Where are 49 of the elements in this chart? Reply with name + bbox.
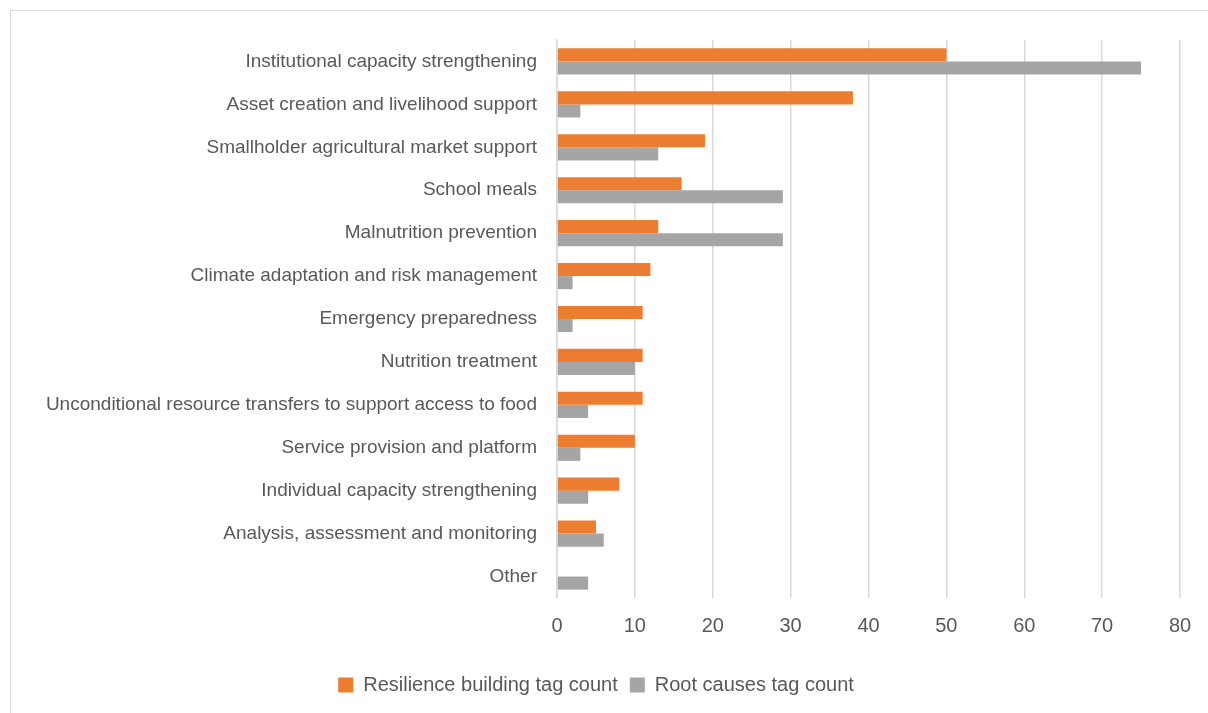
bar — [557, 177, 682, 191]
bar — [557, 276, 573, 290]
y-tick-label: Other — [489, 564, 538, 586]
bar — [557, 233, 783, 247]
y-tick-label: School meals — [422, 178, 537, 200]
bar — [557, 477, 620, 491]
y-tick-label: Institutional capacity strengthening — [245, 49, 537, 71]
bar — [557, 533, 604, 547]
y-tick-label: Smallholder agricultural market support — [206, 135, 538, 157]
x-tick-label: 10 — [623, 613, 646, 636]
x-tick-label: 40 — [857, 613, 880, 636]
bar — [557, 305, 643, 319]
bar — [557, 391, 643, 405]
x-tick-label: 70 — [1091, 613, 1114, 636]
y-tick-label: Climate adaptation and risk management — [190, 264, 538, 286]
x-tick-label: 50 — [935, 613, 958, 636]
bar — [557, 61, 1142, 75]
bar — [557, 134, 705, 148]
bar — [557, 361, 635, 376]
x-tick-label: 20 — [701, 613, 724, 636]
bar — [557, 220, 659, 234]
y-tick-label: Analysis, assessment and monitoring — [223, 521, 537, 543]
x-tick-label: 80 — [1168, 613, 1192, 636]
y-tick-label: Service provision and platform — [281, 436, 537, 457]
y-tick-label: Nutrition treatment — [380, 350, 538, 372]
bar — [557, 319, 573, 333]
x-tick-label: 0 — [551, 613, 563, 636]
bar — [557, 190, 783, 204]
bar — [557, 147, 659, 161]
bar — [557, 262, 651, 277]
bar — [557, 447, 581, 461]
bar — [557, 48, 947, 62]
bar — [557, 104, 581, 118]
legend-label: Root causes tag count — [654, 672, 855, 695]
x-tick-label: 30 — [779, 613, 802, 636]
bar — [557, 91, 853, 105]
y-tick-label: Asset creation and livelihood support — [226, 92, 538, 114]
bar — [557, 520, 596, 534]
y-tick-label: Malnutrition prevention — [344, 221, 537, 243]
bar — [557, 490, 589, 504]
bar — [557, 348, 643, 362]
y-tick-label: Emergency preparedness — [319, 307, 537, 329]
bar — [557, 576, 589, 590]
bar — [557, 434, 635, 448]
bar — [557, 404, 589, 418]
legend-label: Resilience building tag count — [363, 672, 619, 695]
y-tick-label: Unconditional resource transfers to support access to food — [45, 393, 537, 415]
y-tick-label: Individual capacity strengthening — [261, 478, 537, 500]
x-tick-label: 60 — [1013, 613, 1036, 636]
